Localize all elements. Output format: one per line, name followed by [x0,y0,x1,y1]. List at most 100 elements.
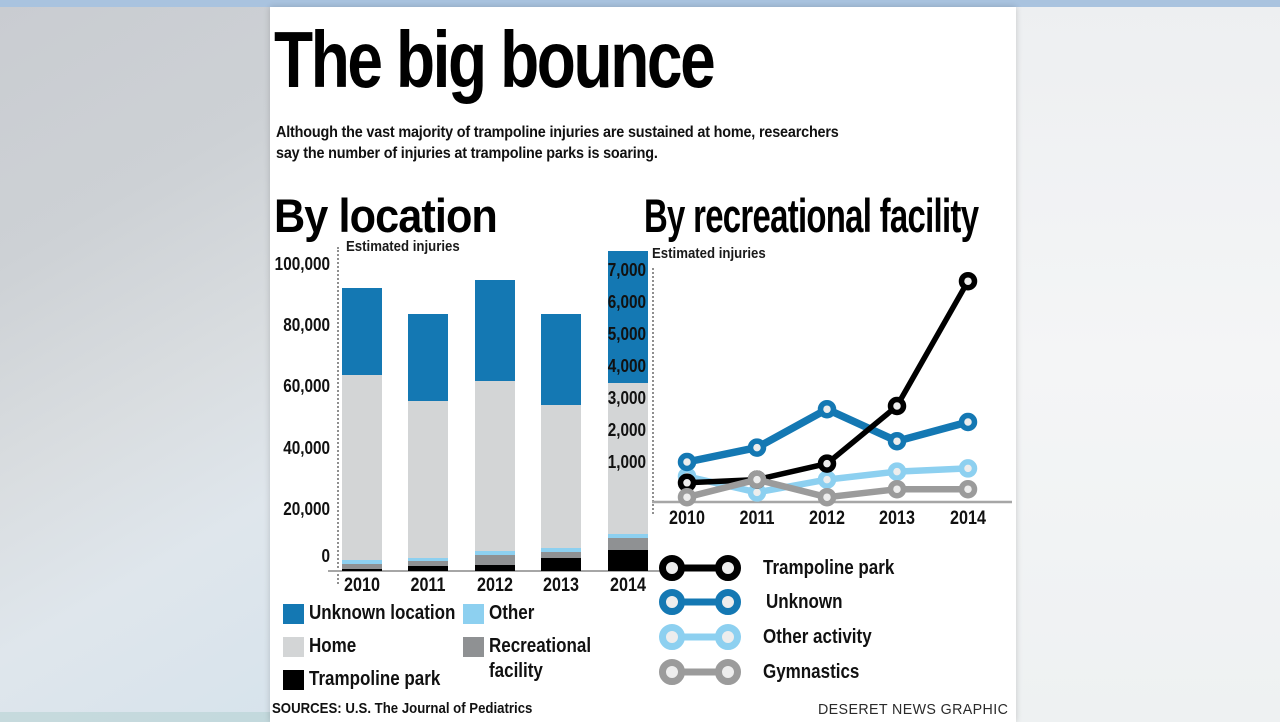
bar-chart-axis-title: Estimated injuries [346,238,460,255]
background-top-strip [0,0,1280,7]
bar-x-tick-2010: 2010 [344,575,380,596]
bar-segment-home [474,381,515,552]
legend-swatch-unknown-location [283,604,304,624]
line-x-tick-2014: 2014 [950,508,986,529]
legend-swatch-home [283,637,304,657]
bar-plot [338,250,650,571]
data-point-trampoline-park-2014 [958,271,978,291]
bar-segment-unknown-location [541,313,582,406]
legend-swatch-recreational-facility [463,637,484,657]
data-point-other-activity-2013 [887,462,907,481]
bar-segment-unknown-location [607,251,648,383]
bar-segment-recreational-facility [541,552,582,559]
bar-chart-x-axis-line [328,570,660,572]
bar-segment-recreational-facility [342,563,382,569]
dumbbell-icon-trampoline-park [659,555,741,581]
data-point-trampoline-park-2010 [677,473,697,493]
bar-segment-home [541,405,582,549]
background-photo-left [0,0,270,722]
data-point-gymnastics-2010 [677,487,697,507]
data-point-gymnastics-2011 [747,470,767,489]
line-legend-label-unknown: Unknown [766,591,843,613]
bar-y-tick-80,000: 80,000 [283,315,330,336]
bar-segment-trampoline-park [408,566,449,571]
line-chart-title: By recreational facility [644,189,979,242]
bar-segment-trampoline-park [607,549,648,571]
dumbbell-icon-gymnastics [659,659,741,685]
bar-segment-recreational-facility [607,537,648,550]
data-point-unknown-2011 [747,438,767,457]
bar-x-tick-2014: 2014 [609,575,646,596]
line-chart-y-axis-line [652,268,654,514]
legend-label-trampoline-park: Trampoline park [309,668,441,690]
data-point-unknown-2013 [887,431,907,451]
bar-segment-unknown-location [474,280,515,382]
bar-y-tick-60,000: 60,000 [283,376,330,397]
bar-segment-other [342,560,382,564]
data-point-trampoline-park-2013 [887,396,907,416]
legend-label-other: Other [489,602,535,624]
line-y-tick-5,000: 5,000 [607,324,646,344]
line-legend-label-other-activity: Other activity [763,626,872,648]
bar-y-tick-20,000: 20,000 [283,498,330,519]
bar-segment-other [607,533,648,538]
line-y-tick-7,000: 7,000 [607,260,646,280]
data-point-unknown-2014 [958,412,978,432]
line-y-tick-6,000: 6,000 [607,292,646,312]
legend-label-unknown-location: Unknown location [309,602,456,624]
data-point-gymnastics-2014 [958,479,978,499]
line-y-tick-2,000: 2,000 [607,420,646,440]
data-point-trampoline-park-2012 [817,454,837,473]
line-chart-axis-title: Estimated injuries [652,245,766,262]
bar-segment-home [342,375,382,561]
bar-segment-trampoline-park [342,568,382,571]
bar-x-tick-2013: 2013 [543,575,580,596]
dumbbell-icon-other-activity [659,624,741,650]
data-point-unknown-2012 [817,399,837,419]
bar-x-tick-2012: 2012 [476,575,513,596]
bar-chart-title: By location [274,189,498,242]
dumbbell-icon-unknown [659,589,741,615]
legend-label-home: Home [309,635,357,657]
bar-chart-y-axis-line [337,247,339,584]
bar-y-tick-0: 0 [321,546,330,566]
subtitle-line-1: Although the vast majority of trampoline… [276,124,839,141]
line-legend-label-gymnastics: Gymnastics [763,661,860,683]
data-point-gymnastics-2013 [887,479,907,499]
line-x-tick-2013: 2013 [879,508,915,529]
data-point-other-activity-2012 [817,470,837,489]
legend-swatch-other [463,604,484,624]
data-point-gymnastics-2012 [817,487,837,507]
bar-segment-unknown-location [408,313,449,402]
bar-segment-other [408,557,449,562]
bar-segment-home [607,382,648,534]
line-x-tick-2011: 2011 [739,508,775,529]
bar-segment-recreational-facility [474,555,515,566]
line-x-tick-2012: 2012 [809,508,845,529]
line-x-tick-2010: 2010 [669,508,705,529]
credit-text: DESERET NEWS GRAPHIC [818,701,1009,718]
bar-y-tick-100,000: 100,000 [274,253,330,274]
line-legend-label-trampoline-park: Trampoline park [763,557,895,579]
bar-segment-home [408,401,449,558]
sources-text: SOURCES: U.S. The Journal of Pediatrics [272,700,533,717]
data-point-unknown-2010 [677,452,697,472]
line-y-tick-1,000: 1,000 [607,452,646,472]
line-y-tick-3,000: 3,000 [607,388,646,408]
bar-segment-unknown-location [342,287,382,376]
subtitle-line-2: say the number of injuries at trampoline… [276,145,658,162]
bar-y-tick-40,000: 40,000 [283,437,330,458]
graphic-subtitle: Although the vast majority of trampoline… [276,122,839,164]
graphic-title: The big bounce [274,15,716,104]
line-y-tick-4,000: 4,000 [607,356,646,376]
bar-x-tick-2011: 2011 [410,575,446,596]
bar-segment-trampoline-park [474,565,515,571]
background-photo-right [1016,0,1280,722]
bar-segment-other [474,551,515,556]
legend-label-recreational-facility: Recreational facility [489,635,592,682]
line-plot [652,271,1012,507]
data-point-other-activity-2014 [958,459,978,478]
bar-segment-other [541,548,582,553]
bar-segment-trampoline-park [541,558,582,571]
